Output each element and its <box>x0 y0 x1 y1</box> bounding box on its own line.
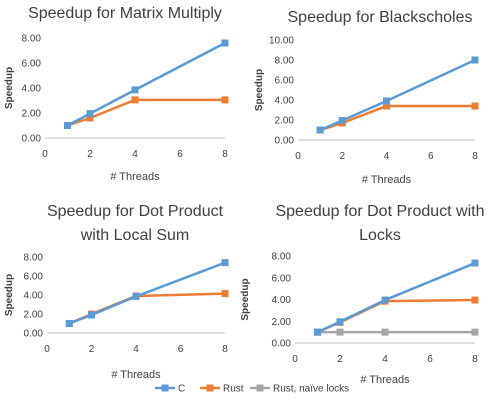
legend-marker <box>207 385 214 392</box>
legend-marker <box>257 385 264 392</box>
legend-label: Rust <box>223 384 244 395</box>
legend-item: C <box>155 384 185 395</box>
legend-label: C <box>178 384 185 395</box>
legend-item: Rust <box>200 384 244 395</box>
legend-marker <box>162 385 169 392</box>
legend-label: Rust, naïve locks <box>273 384 349 395</box>
legend-item: Rust, naïve locks <box>250 384 349 395</box>
